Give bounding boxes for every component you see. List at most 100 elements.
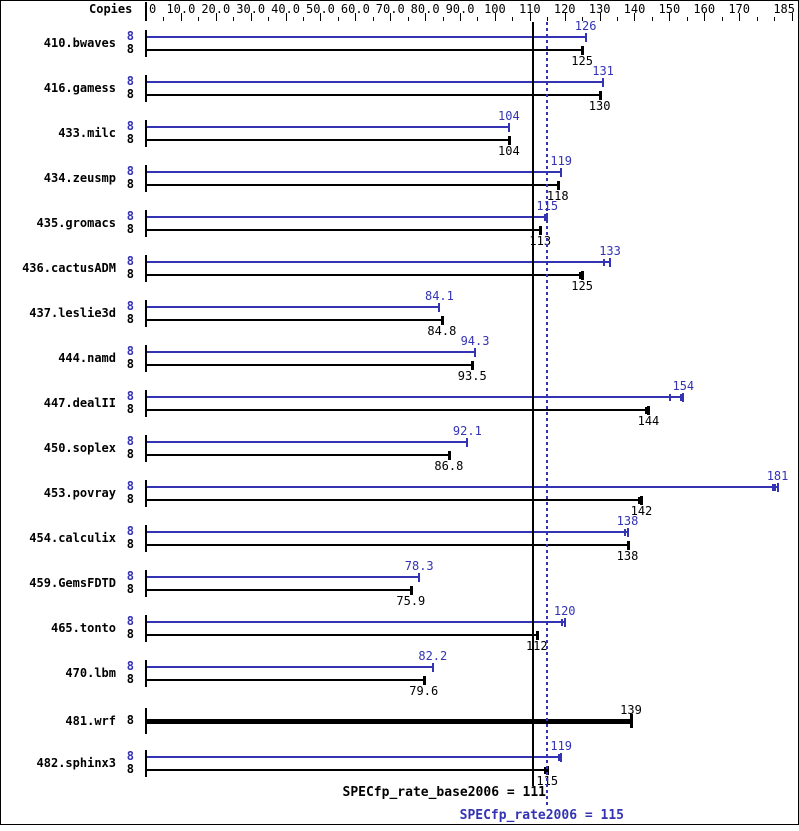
- peak-bar-endcap: [563, 618, 566, 627]
- axis-major-tick: [669, 13, 670, 21]
- run-mark-tick: [774, 484, 777, 491]
- base-bar-endcap: [640, 496, 644, 505]
- base-bar: [147, 319, 442, 321]
- axis-major-tick: [495, 13, 496, 21]
- axis-label: 185: [773, 2, 795, 16]
- peak-bar-endcap: [438, 303, 441, 312]
- peak-bar-endcap: [776, 483, 779, 492]
- base-bar-endcap: [539, 226, 543, 235]
- peak-bar-endcap: [466, 438, 469, 447]
- axis-minor-tick: [547, 17, 548, 21]
- base-bar: [147, 589, 411, 591]
- base-bar-endcap: [629, 714, 633, 728]
- base-bar: [147, 454, 449, 456]
- base-value: 79.6: [409, 684, 439, 698]
- copies-label-peak: 8: [126, 659, 134, 673]
- axis-minor-tick: [652, 17, 653, 21]
- base-bar-endcap: [581, 46, 585, 55]
- benchmark-name: 459.GemsFDTD: [29, 576, 116, 590]
- axis-label: 130: [588, 2, 611, 16]
- peak-bar: [147, 396, 684, 398]
- row-baseline-segment: [145, 525, 147, 552]
- copies-label-base: 8: [126, 492, 134, 506]
- benchmark-name: 437.leslie3d: [29, 306, 116, 320]
- axis-label: 40.0: [271, 2, 301, 16]
- run-mark-tick: [560, 619, 563, 626]
- base-value: 130: [588, 99, 611, 113]
- copies-label-peak: 8: [126, 524, 134, 538]
- axis-major-tick: [425, 13, 426, 21]
- peak-bar-endcap: [560, 753, 563, 762]
- base-value: 144: [637, 414, 660, 428]
- base-bar: [147, 94, 600, 96]
- axis-minor-tick: [617, 17, 618, 21]
- copies-label-base: 8: [126, 627, 134, 641]
- benchmark-name: 410.bwaves: [43, 36, 116, 50]
- axis-label: 150: [658, 2, 681, 16]
- base-value: 93.5: [457, 369, 487, 383]
- peak-value: 131: [592, 64, 614, 78]
- base-bar: [147, 499, 642, 501]
- benchmark-name: 482.sphinx3: [36, 756, 116, 770]
- peak-bar: [147, 531, 628, 533]
- peak-bar: [147, 486, 778, 488]
- copies-label-base: 8: [126, 87, 134, 101]
- axis-label: 30.0: [236, 2, 266, 16]
- axis-label: 90.0: [445, 2, 475, 16]
- peak-value: 104: [498, 109, 520, 123]
- base-bar-endcap: [556, 181, 560, 190]
- peak-bar: [147, 756, 562, 758]
- base-value: 86.8: [434, 459, 464, 473]
- run-mark-tick: [669, 394, 672, 401]
- base-bar-endcap: [447, 451, 451, 460]
- copies-label-base: 8: [126, 582, 134, 596]
- peak-value: 133: [599, 244, 621, 258]
- copies-label-peak: 8: [126, 119, 134, 133]
- axis-minor-tick: [687, 17, 688, 21]
- axis-major-tick: [286, 13, 287, 21]
- peak-value: 82.2: [418, 649, 448, 663]
- run-mark-tick: [543, 767, 546, 774]
- run-mark-tick: [638, 497, 641, 504]
- base-value: 125: [571, 54, 593, 68]
- run-mark-tick: [557, 754, 560, 761]
- peak-bar: [147, 306, 440, 308]
- row-baseline-segment: [145, 255, 147, 282]
- base-bar-endcap: [422, 676, 426, 685]
- row-baseline-segment: [145, 750, 147, 777]
- copies-label-peak: 8: [126, 434, 134, 448]
- base-bar-endcap: [507, 136, 511, 145]
- axis-label: 20.0: [201, 2, 231, 16]
- peak-bar-endcap: [507, 123, 510, 132]
- benchmark-name: 453.povray: [43, 486, 116, 500]
- peak-bar-endcap: [474, 348, 477, 357]
- copies-label-base: 8: [126, 447, 134, 461]
- peak-value: 92.1: [452, 424, 482, 438]
- copies-label-peak: 8: [126, 479, 134, 493]
- base-bar-endcap: [581, 271, 585, 280]
- peak-bar-endcap: [584, 33, 587, 42]
- benchmark-name: 465.tonto: [50, 621, 116, 635]
- row-baseline-segment: [145, 120, 147, 147]
- axis-major-tick: [634, 13, 635, 21]
- peak-bar-endcap: [682, 393, 685, 402]
- benchmark-name: 436.cactusADM: [22, 261, 116, 275]
- copies-label-base: 8: [126, 402, 134, 416]
- peak-bar-endcap: [560, 168, 563, 177]
- axis-minor-tick: [757, 17, 758, 21]
- base-bar: [147, 139, 509, 141]
- row-baseline-segment: [145, 345, 147, 372]
- peak-value: 78.3: [404, 559, 434, 573]
- base-value: 75.9: [396, 594, 426, 608]
- peak-bar-endcap: [609, 258, 612, 267]
- axis-minor-tick: [582, 17, 583, 21]
- axis-label: 110: [518, 2, 541, 16]
- axis-major-tick: [704, 13, 705, 21]
- run-mark-tick: [771, 484, 774, 491]
- axis-major-tick: [390, 13, 391, 21]
- peak-bar: [147, 351, 476, 353]
- run-mark-tick: [623, 529, 626, 536]
- copies-label-peak: 8: [126, 344, 134, 358]
- axis-major-tick: [181, 13, 182, 21]
- copies-label-peak: 8: [126, 389, 134, 403]
